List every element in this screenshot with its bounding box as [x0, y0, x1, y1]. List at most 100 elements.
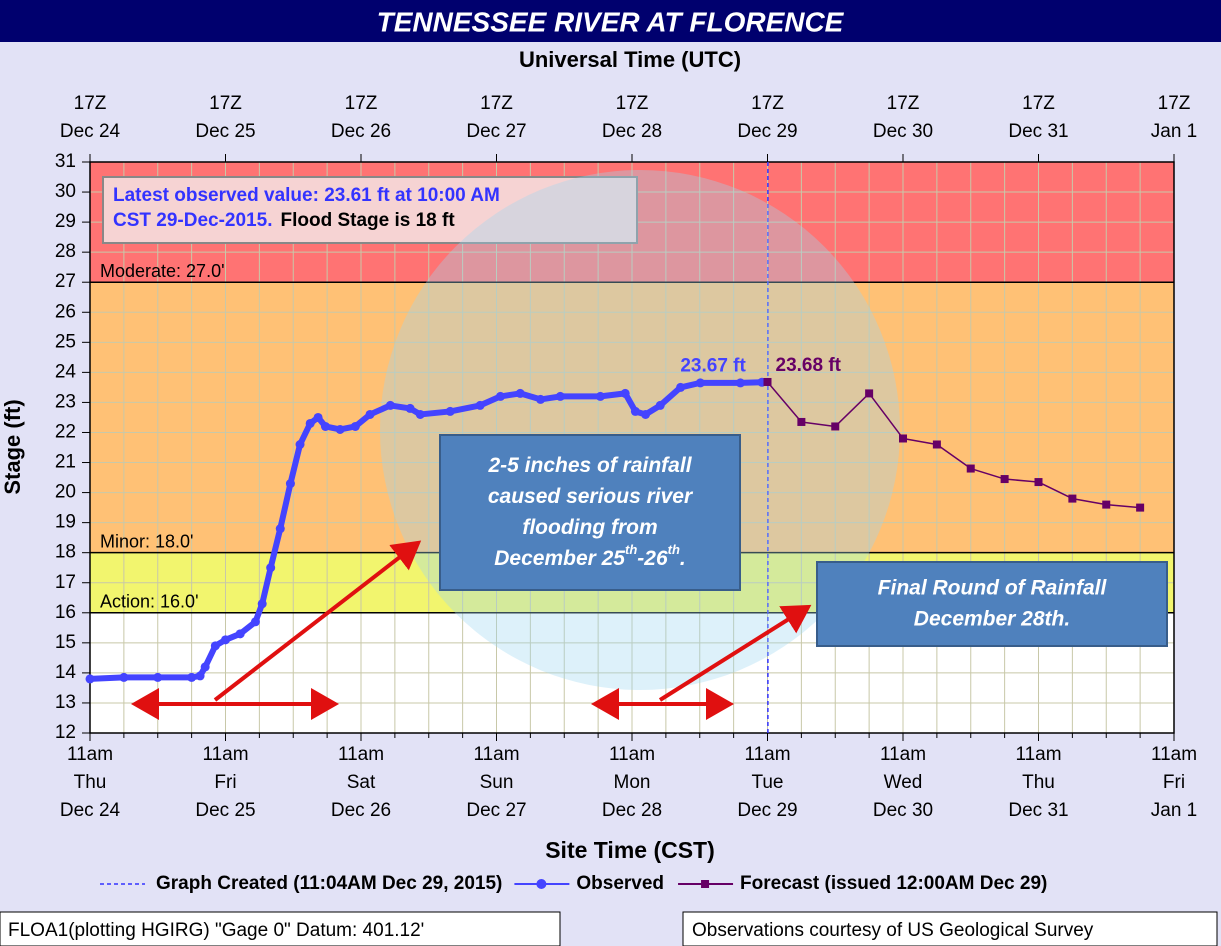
y-tick-label: 28: [55, 241, 76, 262]
title-bar: [0, 0, 1221, 42]
y-tick-label: 19: [55, 512, 76, 533]
x-tick-label: Dec 27: [466, 800, 526, 821]
callout-text: December 28th.: [914, 607, 1070, 630]
callout-text-part: th: [668, 542, 680, 557]
forecast-point: [1136, 503, 1145, 512]
x-tick-label: 11am: [1015, 744, 1061, 765]
x-tick-label: Dec 31: [1008, 800, 1068, 821]
x2-axis-title: Universal Time (UTC): [519, 47, 741, 72]
chart-title: TENNESSEE RIVER AT FLORENCE: [377, 6, 845, 37]
callout-text-part: 2-5 inches of rainfall: [487, 454, 692, 477]
callout-text-part: -26: [637, 547, 668, 570]
legend-marker: [536, 879, 547, 889]
observed-point: [735, 378, 745, 388]
threshold-label: Minor: 18.0': [100, 531, 193, 551]
forecast-point: [865, 389, 874, 398]
callout-text-part: December 25: [494, 547, 625, 570]
arrow: [213, 540, 422, 702]
y-tick-label: 15: [55, 632, 76, 653]
threshold-label: Moderate: 27.0': [100, 261, 225, 281]
y-tick-label: 16: [55, 602, 76, 623]
x-tick-label: Tue: [751, 772, 783, 793]
observed-point: [555, 391, 565, 401]
callout-text: 2-5 inches of rainfall: [487, 454, 692, 477]
info-text: Latest observed value: 23.61 ft at 10:00…: [113, 185, 500, 206]
observed-point: [153, 672, 163, 682]
callout-text: flooding from: [522, 516, 657, 539]
info-text-part: Latest observed value: 23.61 ft at 10:00…: [113, 185, 500, 206]
threshold-label: Action: 16.0': [100, 592, 199, 612]
observed-point: [595, 391, 605, 401]
y-tick-label: 13: [55, 692, 76, 713]
y-tick-label: 18: [55, 542, 76, 563]
callout-text-part: Final Round of Rainfall: [878, 576, 1108, 599]
observed-point: [445, 406, 455, 416]
forecast-point: [1034, 478, 1043, 487]
footer-right: Observations courtesy of US Geological S…: [692, 920, 1094, 941]
x2-tick-label: 17Z: [1158, 93, 1191, 114]
observed-point: [195, 671, 205, 681]
observed-point: [200, 662, 210, 672]
x-tick-label: Jan 1: [1151, 800, 1197, 821]
y-tick-label: 27: [55, 271, 76, 292]
observed-point: [385, 400, 395, 410]
x2-tick-label: Dec 31: [1008, 121, 1068, 142]
observed-point: [365, 409, 375, 419]
forecast-point: [932, 440, 941, 449]
observed-point: [119, 672, 129, 682]
observed-point: [335, 424, 345, 434]
footer-box: [0, 911, 561, 946]
legend-label: Forecast (issued 12:00AM Dec 29): [740, 873, 1047, 894]
x-tick-label: Wed: [884, 772, 923, 793]
x2-tick-label: 17Z: [887, 93, 920, 114]
x-tick-label: 11am: [880, 744, 926, 765]
x-tick-label: Dec 26: [331, 800, 391, 821]
x-tick-label: Sun: [480, 772, 514, 793]
observed-point: [415, 409, 425, 419]
observed-point: [676, 382, 686, 392]
overlay: 23.67 ft 23.68 ft 2-5 inches of rainfall ca…: [85, 170, 1168, 720]
x-tick-label: 11am: [67, 744, 113, 765]
observed-point: [313, 412, 323, 422]
x-tick-label: Thu: [1022, 772, 1055, 793]
footer-box: [682, 911, 1218, 946]
observed-point: [536, 394, 546, 404]
x2-tick-label: Dec 30: [873, 121, 933, 142]
y-tick-label: 24: [55, 361, 77, 382]
y-tick-label: 14: [55, 662, 77, 683]
y-tick-label: 21: [55, 452, 76, 473]
x-tick-label: Dec 25: [195, 800, 255, 821]
y-tick-label: 25: [55, 331, 76, 352]
y-tick-label: 22: [55, 421, 76, 442]
observed-point: [257, 599, 267, 609]
y-tick-label: 31: [55, 151, 76, 172]
y-tick-label: 17: [55, 572, 76, 593]
x-tick-label: 11am: [202, 744, 248, 765]
observed-point: [187, 672, 197, 682]
observed-point: [641, 409, 651, 419]
callout-text-part: .: [680, 547, 686, 570]
forecast-point: [966, 464, 975, 473]
x-tick-label: 11am: [1151, 744, 1197, 765]
y-tick-label: 29: [55, 211, 76, 232]
observed-point: [285, 479, 295, 489]
info-box: [102, 176, 638, 244]
observed-point: [495, 391, 505, 401]
callout-text-part: th: [625, 542, 637, 557]
forecast-point: [899, 434, 907, 443]
observed-point: [221, 635, 230, 645]
x-tick-label: 11am: [744, 744, 790, 765]
x2-tick-label: 17Z: [74, 93, 107, 114]
arrow: [658, 604, 812, 702]
arrows: [131, 540, 812, 720]
x2-tick-label: Dec 29: [737, 121, 797, 142]
x-tick-label: 11am: [338, 744, 384, 765]
x-tick-label: 11am: [473, 744, 519, 765]
observed-point: [266, 563, 276, 573]
info-text-part: CST 29-Dec-2015.: [113, 210, 272, 231]
observed-point: [405, 403, 415, 413]
observed-point: [210, 641, 220, 651]
forecast-point: [1102, 500, 1111, 509]
value-label: 23.67 ft: [680, 355, 746, 376]
